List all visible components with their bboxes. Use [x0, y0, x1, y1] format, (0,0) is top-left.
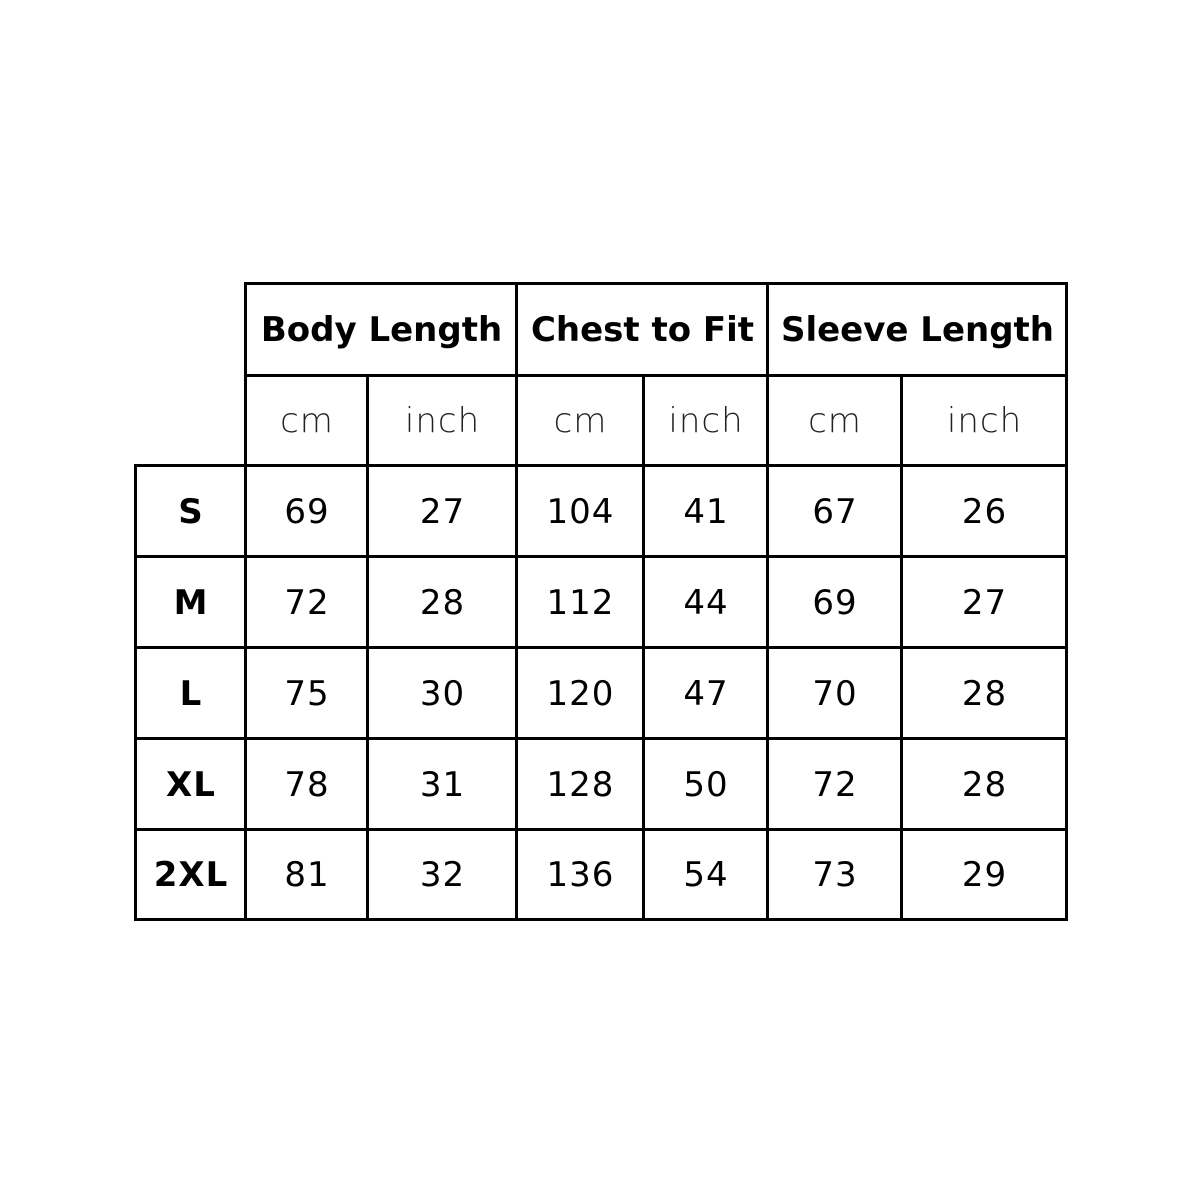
- size-label: 2XL: [153, 855, 229, 895]
- column-header: Chest to Fit: [530, 310, 755, 350]
- grid-line: [244, 374, 1068, 377]
- table-cell: 30: [419, 673, 466, 714]
- grid-line: [900, 374, 903, 921]
- grid-line: [1065, 282, 1068, 921]
- table-cell: 54: [683, 855, 729, 895]
- table-cell: 81: [284, 855, 330, 895]
- table-cell: 41: [683, 491, 729, 532]
- grid-line: [134, 828, 1068, 831]
- grid-line: [244, 282, 247, 921]
- table-cell: 29: [961, 855, 1008, 895]
- grid-line: [244, 282, 1068, 285]
- table-cell: 31: [419, 764, 466, 805]
- table-cell: 26: [961, 491, 1008, 532]
- table-cell: 50: [683, 764, 729, 805]
- table-cell: 104: [546, 491, 615, 532]
- grid-line: [134, 464, 137, 921]
- size-label: M: [173, 582, 209, 623]
- unit-header: inch: [668, 401, 744, 441]
- table-cell: 28: [419, 582, 466, 623]
- table-cell: 72: [284, 582, 330, 623]
- table-cell: 28: [961, 764, 1008, 805]
- table-cell: 112: [546, 582, 615, 623]
- table-cell: 70: [812, 673, 858, 714]
- table-cell: 78: [284, 764, 330, 805]
- column-header: Body Length: [260, 310, 503, 350]
- table-cell: 75: [284, 673, 330, 714]
- grid-line: [134, 646, 1068, 649]
- size-label: XL: [166, 764, 216, 805]
- table-cell: 32: [419, 855, 466, 895]
- grid-line: [134, 737, 1068, 740]
- table-cell: 136: [546, 855, 615, 895]
- table-cell: 44: [683, 582, 729, 623]
- grid-line: [766, 282, 769, 921]
- grid-line: [515, 282, 518, 921]
- table-cell: 120: [546, 673, 615, 714]
- table-cell: 73: [812, 855, 858, 895]
- unit-header: cm: [280, 401, 334, 441]
- grid-line: [642, 374, 645, 921]
- table-cell: 28: [961, 673, 1008, 714]
- table-cell: 27: [419, 491, 466, 532]
- table-cell: 69: [284, 491, 330, 532]
- table-cell: 72: [812, 764, 858, 805]
- unit-header: cm: [553, 401, 608, 441]
- column-header: Sleeve Length: [780, 310, 1055, 350]
- grid-line: [134, 464, 1068, 467]
- unit-header: inch: [404, 401, 481, 441]
- table-cell: 67: [812, 491, 858, 532]
- table-cell: 27: [961, 582, 1008, 623]
- grid-line: [366, 374, 369, 921]
- grid-line: [134, 555, 1068, 558]
- grid-line: [134, 918, 1068, 921]
- unit-header: inch: [946, 401, 1023, 441]
- table-cell: 69: [812, 582, 858, 623]
- table-cell: 47: [683, 673, 729, 714]
- size-label: L: [179, 673, 203, 714]
- size-label: S: [178, 491, 204, 532]
- unit-header: cm: [808, 401, 862, 441]
- table-cell: 128: [546, 764, 615, 805]
